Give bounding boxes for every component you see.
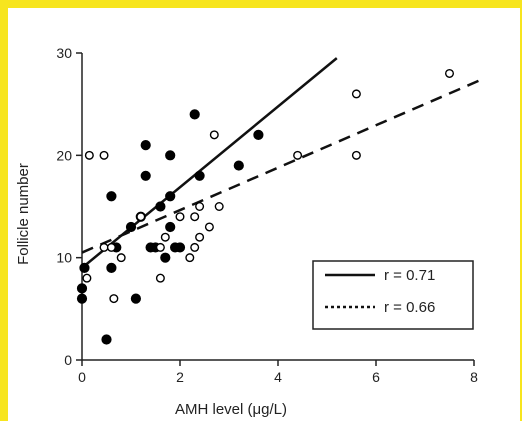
filled-point bbox=[174, 242, 186, 253]
open-point bbox=[136, 212, 146, 222]
y-tick-label: 20 bbox=[56, 147, 72, 163]
open-point bbox=[190, 242, 200, 252]
open-point bbox=[209, 130, 219, 140]
open-point bbox=[155, 273, 165, 283]
data-points bbox=[76, 68, 455, 345]
open-point bbox=[175, 212, 185, 222]
open-point bbox=[351, 89, 361, 99]
filled-point bbox=[233, 160, 244, 171]
open-point bbox=[155, 242, 165, 252]
open-point bbox=[204, 222, 214, 232]
filled-point bbox=[165, 221, 176, 233]
filled-point bbox=[125, 221, 137, 233]
filled-point bbox=[160, 252, 171, 263]
open-point bbox=[82, 273, 92, 283]
x-tick-label: 2 bbox=[176, 369, 184, 385]
filled-point bbox=[194, 170, 205, 181]
filled-point bbox=[140, 170, 151, 181]
y-tick-label: 0 bbox=[64, 352, 72, 368]
fit-line-series-2 bbox=[81, 77, 485, 254]
fit-lines bbox=[81, 57, 485, 269]
open-point bbox=[195, 232, 205, 242]
filled-point bbox=[253, 129, 264, 140]
open-point bbox=[106, 242, 116, 252]
open-point bbox=[351, 150, 361, 160]
legend: r = 0.71 r = 0.66 bbox=[312, 260, 474, 330]
filled-point bbox=[165, 191, 176, 202]
open-point bbox=[84, 150, 94, 160]
open-point bbox=[185, 253, 195, 263]
filled-point bbox=[106, 262, 117, 273]
scatter-chart: 0 10 20 30 0 2 4 6 8 r = 0.71 r = 0.66 AMH level… bbox=[15, 45, 485, 418]
filled-point bbox=[79, 262, 90, 273]
open-point bbox=[190, 212, 200, 222]
open-point bbox=[160, 232, 170, 242]
open-point bbox=[445, 68, 455, 78]
open-point bbox=[109, 294, 119, 304]
open-point bbox=[116, 253, 126, 263]
open-point bbox=[195, 201, 205, 211]
open-point bbox=[99, 242, 109, 252]
filled-point bbox=[155, 201, 166, 212]
axes: 0 10 20 30 0 2 4 6 8 bbox=[56, 45, 478, 385]
y-tick-label: 30 bbox=[56, 45, 72, 61]
legend-label-series-1: r = 0.71 bbox=[384, 267, 435, 284]
y-tick-label: 10 bbox=[56, 250, 72, 266]
open-point bbox=[99, 150, 109, 160]
filled-point bbox=[140, 140, 151, 151]
y-axis-title: Follicle number bbox=[15, 163, 32, 265]
filled-point bbox=[165, 150, 176, 161]
x-tick-label: 6 bbox=[372, 369, 380, 385]
legend-box bbox=[312, 260, 474, 330]
filled-point bbox=[76, 293, 88, 304]
x-tick-label: 4 bbox=[274, 369, 282, 385]
open-point bbox=[214, 201, 224, 211]
filled-point bbox=[76, 283, 88, 294]
filled-point bbox=[106, 191, 117, 202]
x-tick-label: 8 bbox=[470, 369, 478, 385]
filled-point bbox=[101, 334, 112, 345]
chart-frame: 0 10 20 30 0 2 4 6 8 r = 0.71 r = 0.66 AMH level… bbox=[8, 8, 520, 421]
x-axis-title: AMH level (μg/L) bbox=[175, 401, 287, 418]
legend-label-series-2: r = 0.66 bbox=[384, 299, 435, 316]
filled-point bbox=[189, 109, 200, 120]
filled-point bbox=[130, 293, 142, 304]
open-point bbox=[293, 150, 303, 160]
x-tick-label: 0 bbox=[78, 369, 86, 385]
